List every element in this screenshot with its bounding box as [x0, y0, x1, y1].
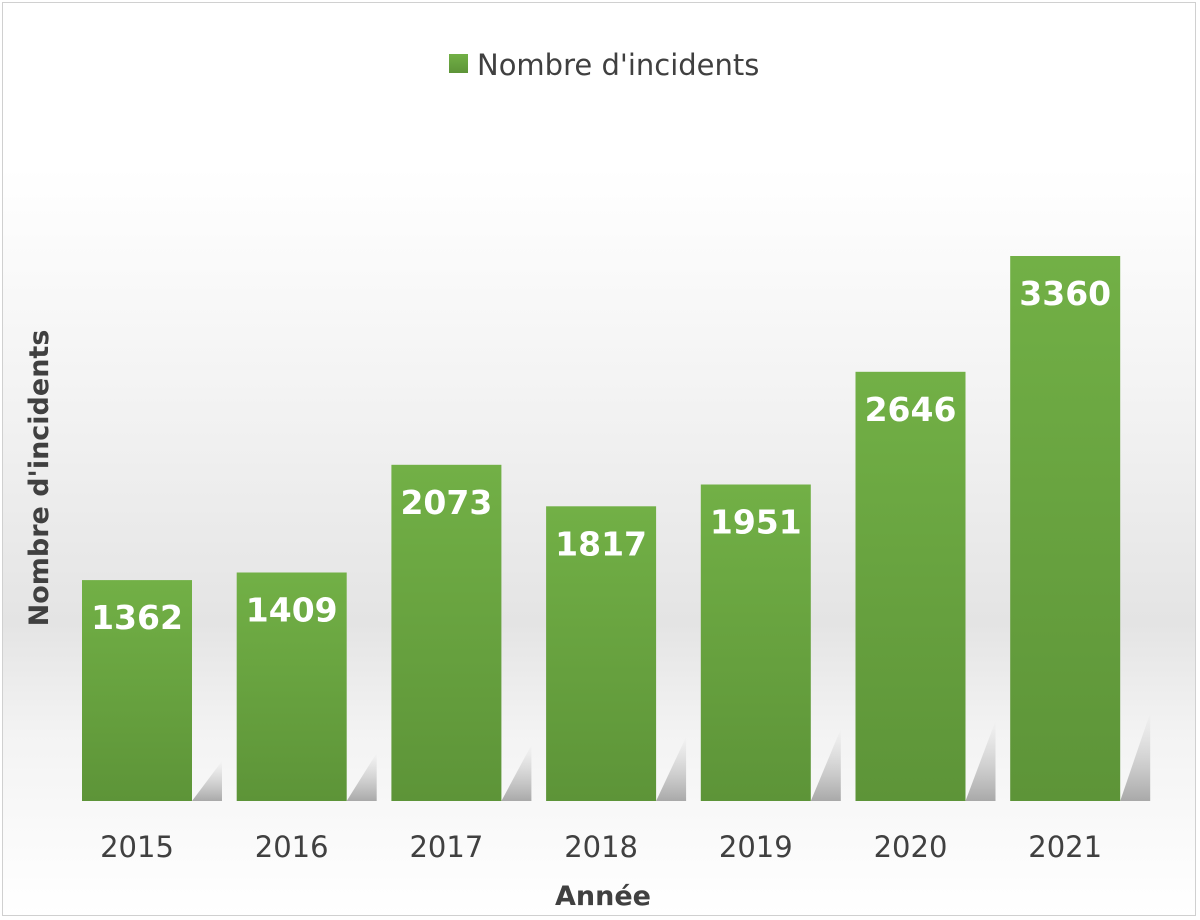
legend-swatch: [449, 54, 468, 73]
x-axis-title: Année: [555, 881, 651, 912]
bar-2019: [700, 484, 811, 801]
data-label-2016: 1409: [246, 591, 338, 630]
bars: [82, 256, 1121, 801]
bar-shadow: [810, 729, 841, 801]
data-label-2021: 3360: [1019, 274, 1111, 313]
bar-2021: [1010, 256, 1121, 801]
legend: Nombre d'incidents: [449, 48, 759, 82]
bar-2020: [855, 371, 966, 801]
bar-shadow: [346, 753, 377, 801]
data-labels: 1362 1409 2073 1817 1951 2646 3360: [91, 274, 1111, 637]
bar-shadow: [501, 745, 532, 801]
bar-shadow: [965, 721, 996, 801]
x-tick-2021: 2021: [1028, 830, 1102, 864]
data-label-2019: 1951: [710, 503, 802, 542]
bar-2018: [546, 506, 657, 801]
bar-shadow: [656, 737, 687, 801]
bar-2016: [236, 572, 347, 801]
bar-shadow: [192, 761, 222, 801]
x-tick-2017: 2017: [409, 830, 483, 864]
x-tick-2015: 2015: [100, 830, 174, 864]
legend-label: Nombre d'incidents: [477, 48, 759, 82]
x-ticks: 2015 2016 2017 2018 2019 2020 2021: [100, 830, 1102, 864]
x-tick-2018: 2018: [564, 830, 638, 864]
data-label-2015: 1362: [91, 598, 183, 637]
y-axis-title: Nombre d'incidents: [24, 330, 55, 627]
bar-shadow: [1120, 713, 1151, 801]
bar-2017: [391, 464, 502, 801]
bar-chart: Nombre d'incidents Nombre d'incidents An…: [24, 48, 1151, 912]
x-tick-2016: 2016: [255, 830, 329, 864]
data-label-2018: 1817: [555, 524, 647, 563]
x-tick-2020: 2020: [874, 830, 948, 864]
bar-shadows: [192, 713, 1151, 801]
bar-2015: [82, 580, 192, 801]
data-label-2017: 2073: [400, 483, 492, 522]
x-tick-2019: 2019: [719, 830, 793, 864]
data-label-2020: 2646: [865, 390, 957, 429]
